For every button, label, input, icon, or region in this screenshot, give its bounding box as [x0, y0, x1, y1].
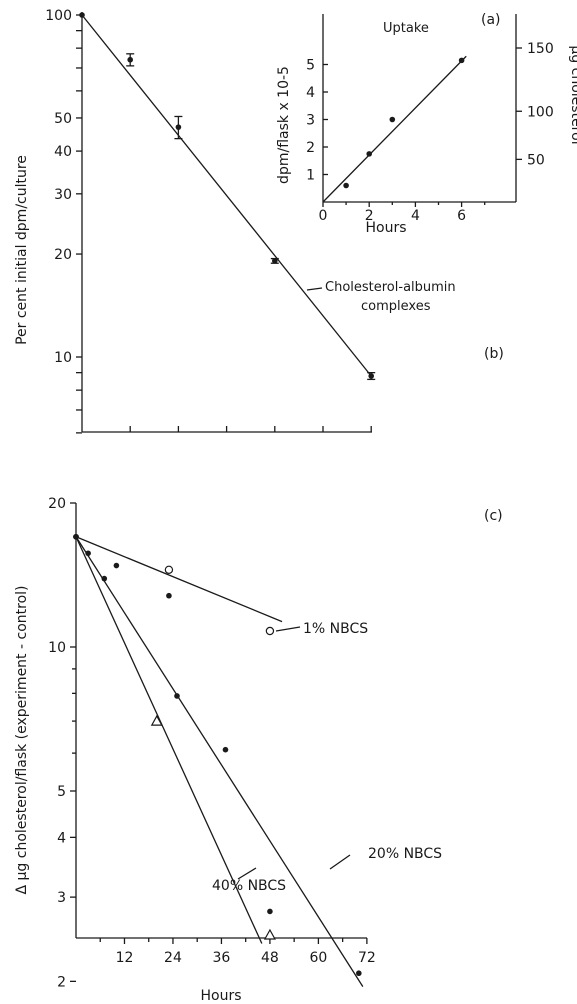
- panel-c-series-1-point: [265, 626, 275, 636]
- panel-a-y-tick-label: 5: [306, 58, 315, 74]
- panel-c-y-tick-label: 10: [48, 640, 66, 656]
- panel-a-y-tick-label: 2: [306, 140, 315, 156]
- panel-b-y-tick-label: 10: [54, 350, 72, 366]
- panel-a-x-tick-label: 2: [365, 208, 374, 224]
- panel-c-series-1-label: 1% NBCS: [303, 621, 368, 637]
- panel-c-series-2-label: 20% NBCS: [368, 846, 442, 862]
- panel-a-point: [343, 182, 349, 189]
- panel-a-y-tick-label: 1: [306, 168, 315, 184]
- panel-c-series-3-point: [150, 714, 163, 726]
- panel-a-title: Uptake: [383, 21, 429, 36]
- panel-b-series-label-line1: Cholesterol-albumin: [325, 280, 456, 295]
- panel-a-x-tick-label: 6: [457, 208, 466, 224]
- panel-a-y-tick-label: 4: [306, 85, 315, 101]
- panel-a-y-tick-label: 3: [306, 113, 315, 129]
- panel-a-y2-tick-label: 150: [527, 41, 554, 57]
- panel-b-point: [175, 124, 182, 130]
- panel-b-point: [272, 258, 278, 264]
- panel-a-label: (a): [481, 12, 501, 28]
- panel-a-fit-line: [322, 55, 467, 203]
- panel-c-series-2-point: [166, 592, 172, 599]
- panel-c-y-tick-label: 5: [57, 784, 66, 800]
- panel-a-point: [366, 151, 373, 157]
- panel-c-series-2-fit-line: [75, 536, 364, 987]
- panel-b-fit-line: [81, 14, 372, 377]
- panel-c-series-2-point: [101, 575, 108, 582]
- panel-c-x-tick-label: 24: [164, 950, 182, 966]
- panel-c-series-1-point: [164, 565, 174, 575]
- panel-b-label: (b): [484, 346, 504, 362]
- panel-c-series-2-point: [113, 562, 120, 569]
- panel-b-y-tick-label: 50: [54, 111, 72, 127]
- panel-c-series-2-point: [267, 908, 273, 915]
- panel-c-y-tick-label: 20: [48, 496, 66, 512]
- panel-a-point: [458, 57, 465, 64]
- panel-c-series-1-label-leader: [275, 626, 301, 632]
- panel-a-y2-tick-label: 100: [527, 104, 554, 120]
- panel-c-ylabel: Δ μg cholesterol/flask (experiment - con…: [14, 586, 30, 895]
- panel-c-series-3-point: [73, 533, 79, 540]
- panel-c-x-tick-label: 60: [309, 950, 327, 966]
- panel-c-series-2-label-leader: [329, 854, 351, 870]
- panel-c-label: (c): [484, 508, 503, 524]
- panel-c-series-3-label: 40% NBCS: [212, 878, 286, 894]
- panel-a-y2-tick-label: 50: [527, 152, 545, 168]
- panel-a-x-tick-label: 4: [411, 208, 420, 224]
- panel-a-y2label: μg cholesterol: [568, 45, 577, 144]
- panel-b-point: [127, 56, 133, 63]
- panel-b-ylabel: Per cent initial dpm/culture: [14, 155, 30, 345]
- panel-c-series-3-fit-line: [75, 536, 263, 944]
- panel-c-y-tick-label: 4: [57, 830, 66, 846]
- panel-b-y-tick-label: 20: [54, 247, 72, 263]
- panel-b-point: [79, 12, 85, 18]
- panel-c-series-2-point: [174, 693, 180, 699]
- panel-a-point: [389, 116, 396, 123]
- panel-c-series-2-point: [222, 746, 229, 753]
- panel-b-y-tick-label: 40: [54, 144, 72, 160]
- panel-c-xlabel: Hours: [200, 988, 241, 1004]
- panel-c-series-1-fit-line: [75, 536, 283, 623]
- panel-c-x-tick-label: 12: [116, 950, 134, 966]
- panel-c-series-2-point: [356, 970, 362, 977]
- panel-c: Δ μg cholesterol/flask (experiment - con…: [14, 496, 503, 1004]
- panel-a-x-tick-label: 0: [319, 208, 328, 224]
- panel-c-series-3-label-leader: [237, 867, 257, 880]
- panel-c-series-3-point: [263, 928, 276, 940]
- panel-c-x-tick-label: 36: [213, 950, 231, 966]
- panel-c-y-tick-label: 3: [57, 890, 66, 906]
- panel-b-label-leader: [306, 287, 323, 291]
- panel-c-series-2-point: [85, 550, 91, 557]
- panel-a-xlabel: Hours: [365, 220, 406, 236]
- panel-c-y-tick-label: 2: [57, 974, 66, 990]
- panel-b-point: [368, 373, 375, 379]
- panel-b-series-label-line2: complexes: [361, 299, 431, 314]
- panel-b-y-tick-label: 30: [54, 187, 72, 203]
- panel-a-ylabel: dpm/flask x 10-5: [276, 66, 292, 184]
- panel-a: Uptake (a) Hours dpm/flask x 10-5 μg cho…: [276, 12, 577, 236]
- panel-b-y-tick-label: 100: [45, 8, 72, 24]
- panel-c-x-tick-label: 72: [358, 950, 376, 966]
- panel-c-x-tick-label: 48: [261, 950, 279, 966]
- panel-b: Per cent initial dpm/culture (b) Cholest…: [14, 8, 504, 434]
